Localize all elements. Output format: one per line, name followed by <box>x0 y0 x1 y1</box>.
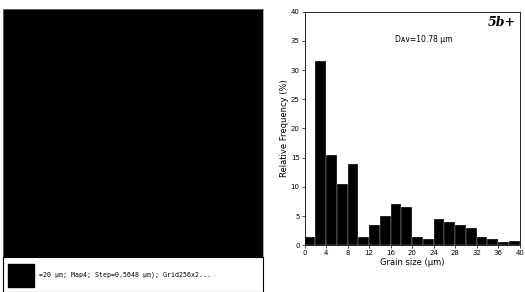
Text: Dᴀᴠ=10.78 μm: Dᴀᴠ=10.78 μm <box>395 35 453 44</box>
Text: 5b+: 5b+ <box>487 16 516 29</box>
Bar <box>444 222 455 245</box>
Bar <box>369 225 380 245</box>
Bar <box>380 216 391 245</box>
Bar <box>487 239 498 245</box>
Bar <box>304 237 315 245</box>
Bar <box>402 207 412 245</box>
Bar <box>337 184 348 245</box>
Bar <box>509 241 520 245</box>
Bar <box>315 61 326 245</box>
X-axis label: Grain size (μm): Grain size (μm) <box>380 258 444 267</box>
Bar <box>348 164 358 245</box>
Bar <box>391 204 402 245</box>
Text: =20 μm; Map4; Step=0.5648 μm); Grid256x2...: =20 μm; Map4; Step=0.5648 μm); Grid256x2… <box>39 271 211 278</box>
Bar <box>466 228 477 245</box>
Bar <box>423 239 434 245</box>
Bar <box>498 242 509 245</box>
Y-axis label: Relative Frequency (%): Relative Frequency (%) <box>280 80 289 177</box>
Bar <box>412 237 423 245</box>
Bar <box>477 237 488 245</box>
Bar <box>434 219 444 245</box>
Bar <box>326 155 337 245</box>
Bar <box>455 225 466 245</box>
Bar <box>8 264 34 287</box>
Bar <box>358 237 369 245</box>
